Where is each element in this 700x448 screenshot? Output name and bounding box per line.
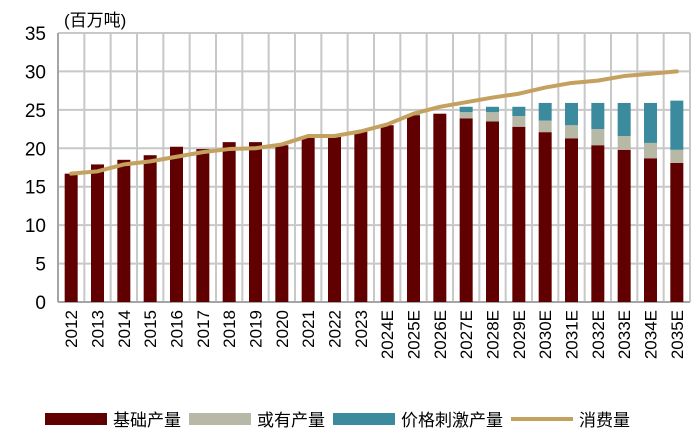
x-tick-label: 2026E [431, 310, 450, 359]
x-tick-label: 2025E [405, 310, 424, 359]
bar-基础产量 [459, 118, 473, 302]
bar-或有产量 [512, 116, 526, 127]
bar-价格刺激产量 [459, 106, 473, 113]
legend-item: 或有产量 [189, 406, 325, 431]
bar-或有产量 [538, 120, 552, 133]
x-tick-label: 2022 [326, 310, 345, 348]
bar-基础产量 [407, 115, 420, 302]
bar-基础产量 [512, 126, 526, 302]
bar-基础产量 [275, 145, 289, 302]
legend-label: 基础产量 [113, 411, 181, 430]
legend-label: 价格刺激产量 [401, 411, 503, 430]
legend-item: 基础产量 [45, 406, 181, 431]
legend-label: 消费量 [579, 411, 630, 430]
bar-或有产量 [565, 125, 578, 139]
bar-价格刺激产量 [565, 102, 578, 126]
bar-价格刺激产量 [538, 102, 552, 121]
bar-基础产量 [354, 131, 368, 302]
x-tick-label: 2033E [615, 310, 634, 359]
legend-label: 或有产量 [257, 411, 325, 430]
legend-item: 消费量 [511, 406, 630, 431]
bar-基础产量 [249, 142, 262, 302]
x-tick-label: 2023 [352, 310, 371, 348]
bar-价格刺激产量 [512, 106, 526, 117]
x-tick-label: 2021 [299, 310, 318, 348]
y-unit-label: (百万吨) [64, 11, 127, 30]
x-tick-label: 2032E [589, 310, 608, 359]
bar-或有产量 [644, 142, 657, 159]
legend: 基础产量 或有产量 价格刺激产量 消费量 [45, 406, 638, 431]
y-tick-label: 25 [25, 101, 46, 122]
bar-基础产量 [143, 155, 157, 302]
bar-或有产量 [670, 149, 684, 163]
bar-基础产量 [117, 159, 131, 302]
y-tick-label: 10 [25, 216, 46, 237]
y-tick-label: 20 [25, 139, 46, 160]
bar-价格刺激产量 [670, 100, 684, 150]
bar-或有产量 [486, 112, 499, 122]
x-tick-label: 2018 [220, 310, 239, 348]
x-tick-label: 2017 [194, 310, 213, 348]
bar-基础产量 [301, 136, 315, 302]
bar-基础产量 [64, 173, 78, 302]
bar-基础产量 [222, 142, 236, 302]
legend-line [511, 416, 573, 421]
bar-价格刺激产量 [617, 102, 631, 136]
x-tick-label: 2024E [378, 310, 397, 359]
bar-基础产量 [91, 164, 104, 302]
y-tick-label: 35 [25, 24, 46, 45]
bar-价格刺激产量 [644, 102, 657, 143]
x-tick-label: 2028E [484, 310, 503, 359]
bar-基础产量 [380, 125, 394, 302]
x-tick-label: 2027E [457, 310, 476, 359]
x-tick-label: 2030E [536, 310, 555, 359]
x-tick-label: 2035E [668, 310, 687, 359]
x-tick-label: 2034E [642, 310, 661, 359]
bar-价格刺激产量 [486, 106, 499, 113]
x-tick-label: 2013 [89, 310, 108, 348]
bar-基础产量 [538, 132, 552, 302]
bar-价格刺激产量 [591, 102, 605, 130]
bar-基础产量 [644, 158, 657, 302]
x-tick-label: 2014 [115, 310, 134, 348]
bar-基础产量 [591, 145, 605, 302]
legend-swatch [189, 412, 251, 425]
bar-基础产量 [196, 149, 210, 302]
legend-item: 价格刺激产量 [333, 406, 503, 431]
bar-基础产量 [486, 121, 499, 302]
x-tick-label: 2031E [563, 310, 582, 359]
bar-或有产量 [617, 135, 631, 150]
bar-基础产量 [433, 113, 447, 302]
consumption-line [69, 69, 679, 176]
x-tick-label: 2015 [141, 310, 160, 348]
y-tick-label: 15 [25, 178, 46, 199]
bar-或有产量 [591, 129, 605, 146]
y-tick-label: 30 [25, 62, 46, 83]
bar-基础产量 [670, 162, 684, 302]
y-tick-label: 0 [35, 293, 46, 314]
x-tick-label: 2012 [62, 310, 81, 348]
bar-基础产量 [170, 146, 183, 302]
bar-或有产量 [459, 112, 473, 119]
x-tick-label: 2020 [273, 310, 292, 348]
y-tick-label: 5 [35, 255, 46, 276]
bar-基础产量 [565, 138, 578, 302]
x-tick-label: 2016 [168, 310, 187, 348]
x-tick-label: 2019 [247, 310, 266, 348]
bar-基础产量 [328, 136, 341, 302]
legend-swatch [45, 412, 107, 425]
x-tick-label: 2029E [510, 310, 529, 359]
legend-swatch [333, 412, 395, 425]
bar-基础产量 [617, 149, 631, 302]
